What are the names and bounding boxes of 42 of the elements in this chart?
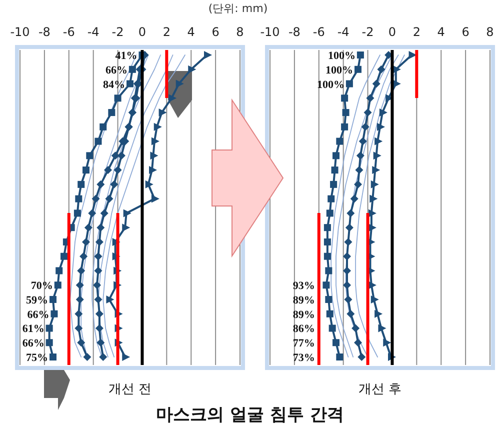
x-tick-label: 2 <box>412 25 420 39</box>
x-tick-label: 6 <box>462 25 470 39</box>
x-tick-label: -10 <box>260 25 280 39</box>
x-tick-label: 4 <box>437 25 445 39</box>
text: 마스크의 얼굴 침투 간격 <box>156 405 344 425</box>
text: (단위: mm) <box>208 2 268 15</box>
x-tick-label: -2 <box>112 25 124 39</box>
x-tick-label: -8 <box>288 25 300 39</box>
annotation: 73% <box>292 352 315 364</box>
annotation: 66% <box>27 308 50 321</box>
annotation: 86% <box>292 323 315 336</box>
x-axis-title: 개선 후 <box>358 382 402 397</box>
annotation: 66% <box>22 338 44 350</box>
annotation: 70% <box>30 280 53 292</box>
x-tick-label: 0 <box>388 25 396 39</box>
x-tick-label: 2 <box>162 25 170 39</box>
x-tick-label: 8 <box>236 25 244 39</box>
annotation: 89% <box>292 294 315 306</box>
x-tick-label: -4 <box>87 25 100 39</box>
annotation: 93% <box>292 280 315 292</box>
x-tick-label: -4 <box>337 25 350 39</box>
annotation: 77% <box>292 338 315 350</box>
annotation: 59% <box>26 294 48 306</box>
x-tick-label: 8 <box>486 25 494 39</box>
x-axis-title: 개선 전 <box>108 382 152 397</box>
annotation: 66% <box>105 64 128 76</box>
annotation: 61% <box>22 323 44 336</box>
annotation: 100% <box>328 50 356 62</box>
x-tick-label: -6 <box>62 25 75 39</box>
x-tick-label: 6 <box>212 25 220 39</box>
annotation: 84% <box>103 78 125 91</box>
x-tick-label: 4 <box>187 25 195 39</box>
annotation: 100% <box>326 64 353 76</box>
x-tick-label: -8 <box>38 25 50 39</box>
annotation: 89% <box>292 308 315 321</box>
annotation: 41% <box>115 50 138 62</box>
x-tick-label: -2 <box>362 25 374 39</box>
annotation: 75% <box>26 352 48 364</box>
annotation: 100% <box>316 78 344 91</box>
x-tick-label: -10 <box>10 25 30 39</box>
x-tick-label: -6 <box>312 25 325 39</box>
x-tick-label: 0 <box>138 25 146 39</box>
